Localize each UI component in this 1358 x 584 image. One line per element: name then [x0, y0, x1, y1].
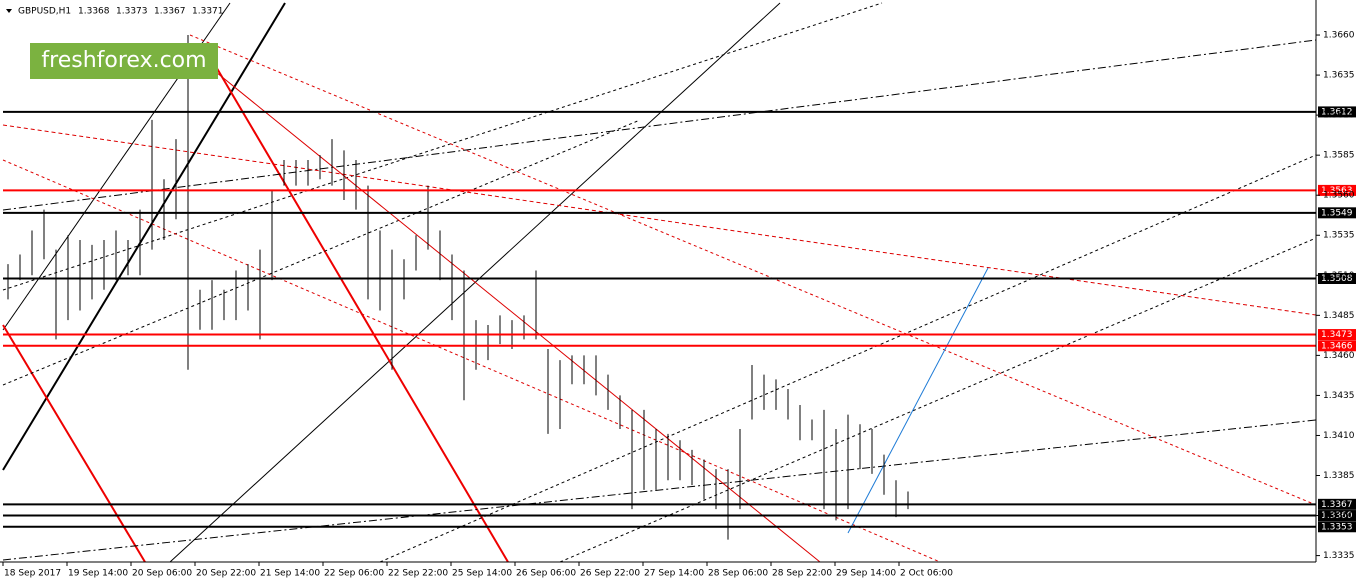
level-label: 1.3367: [1321, 500, 1353, 510]
header-price: 1.3368: [78, 7, 110, 17]
y-tick-label: 1.3560: [1323, 191, 1355, 201]
level-label: 1.3612: [1321, 107, 1353, 117]
y-tick-label: 1.3335: [1323, 551, 1355, 561]
x-tick-label: 20 Sep 06:00: [132, 569, 192, 579]
level-label: 1.3549: [1321, 208, 1353, 218]
x-tick-label: 22 Sep 06:00: [324, 569, 384, 579]
level-tag: [1318, 106, 1356, 118]
y-tick-label: 1.3460: [1323, 351, 1355, 361]
level-tag: [1318, 510, 1356, 522]
x-tick-label: 28 Sep 06:00: [708, 569, 768, 579]
level-tag: [1318, 329, 1356, 341]
y-tick-label: 1.3610: [1323, 111, 1355, 121]
x-tick-label: 18 Sep 2017: [4, 569, 61, 579]
bars: [7, 35, 909, 540]
header-price: 1.3373: [116, 7, 148, 17]
y-tick-label: 1.3660: [1323, 31, 1355, 41]
level-tag: [1318, 521, 1356, 533]
x-tick-label: 19 Sep 14:00: [68, 569, 128, 579]
x-tick-label: 22 Sep 22:00: [388, 569, 448, 579]
level-tag: [1318, 207, 1356, 219]
level-label: 1.3508: [1321, 274, 1353, 284]
header-price: 1.3367: [154, 7, 186, 17]
trendlines: [2, 2, 1317, 563]
y-tick-label: 1.3435: [1323, 391, 1355, 401]
x-tick-label: 29 Sep 14:00: [836, 569, 896, 579]
x-tick-label: 25 Sep 14:00: [452, 569, 512, 579]
y-tick-label: 1.3410: [1323, 431, 1355, 441]
symbol: GBPUSD,H1: [18, 7, 71, 17]
y-tick-label: 1.3485: [1323, 311, 1355, 321]
y-tick-label: 1.3585: [1323, 151, 1355, 161]
y-tick-label: 1.3635: [1323, 71, 1355, 81]
header-ohlc: 1.3368 1.3373 1.3367 1.3371: [78, 7, 224, 17]
y-tick-label: 1.3360: [1323, 511, 1355, 521]
x-tick-label: 26 Sep 06:00: [516, 569, 576, 579]
level-label: 1.3473: [1321, 330, 1353, 340]
level-label: 1.3353: [1321, 522, 1353, 532]
level-label: 1.3563: [1321, 186, 1353, 196]
x-tick-label: 20 Sep 22:00: [196, 569, 256, 579]
level-tag: [1318, 340, 1356, 352]
level-tag: [1318, 498, 1356, 510]
x-tick-label: 26 Sep 22:00: [580, 569, 640, 579]
x-tick-label: 28 Sep 22:00: [772, 569, 832, 579]
y-tick-label: 1.3385: [1323, 471, 1355, 481]
level-label: 1.3360: [1321, 511, 1353, 521]
level-label: 1.3466: [1321, 341, 1353, 351]
y-tick-label: 1.3510: [1323, 271, 1355, 281]
menu-arrow[interactable]: [6, 9, 12, 13]
header-price: 1.3371: [192, 7, 224, 17]
level-tag: [1318, 272, 1356, 284]
level-tag: [1318, 184, 1356, 196]
y-tick-label: 1.3535: [1323, 231, 1355, 241]
x-tick-label: 27 Sep 14:00: [644, 569, 704, 579]
x-tick-label: 21 Sep 14:00: [260, 569, 320, 579]
x-tick-label: 2 Oct 06:00: [900, 569, 953, 579]
logo: freshforex.com: [30, 43, 218, 79]
